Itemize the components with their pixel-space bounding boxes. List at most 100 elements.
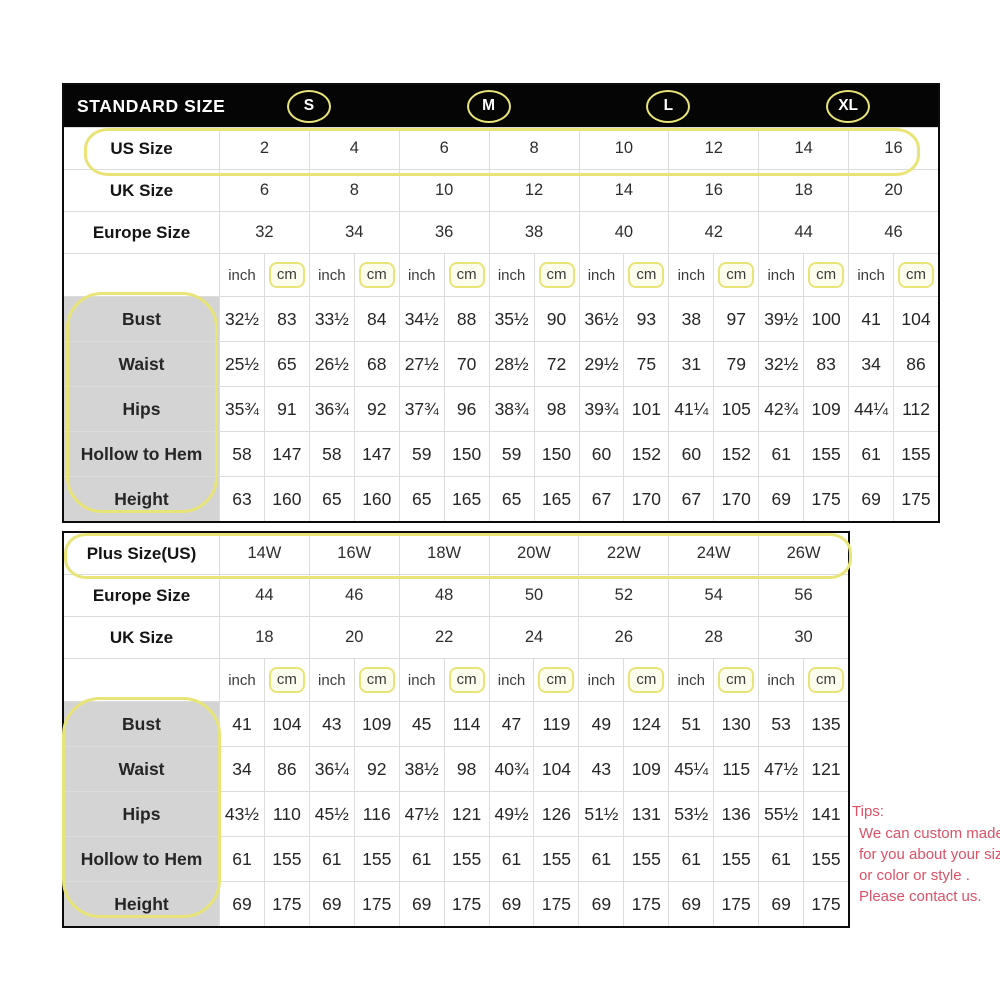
inch-unit-label: inch [308, 659, 354, 701]
measurement-value-cell: 75 [623, 342, 668, 386]
inch-unit-label: inch [308, 254, 354, 296]
measurement-row: Waist 34 86 36¼ 92 38½ 98 40¾ 104 43 109 45¼ 115 47½ 1… [64, 746, 848, 791]
tips-lines: We can custom made for you about your siz… [852, 823, 1000, 907]
inch-unit-label: inch [848, 254, 893, 296]
measurement-value-cell: 155 [803, 837, 848, 881]
measurement-label: Hollow to Hem [64, 837, 219, 881]
measurement-value-cell: 97 [713, 297, 758, 341]
size-value-cell: 42 [668, 212, 758, 253]
measurement-value-cell: 92 [353, 747, 399, 791]
tips-line: or color or style . [859, 867, 970, 884]
cm-highlight-box: cm [268, 667, 305, 693]
size-conversion-row: UK Size 18 20 22 24 26 28 30 [64, 616, 848, 658]
measurement-value-cell: 105 [713, 387, 758, 431]
measurement-value-cell: 32½ [758, 342, 803, 386]
measurement-value-cell: 69 [758, 882, 803, 926]
size-value-cell: 48 [398, 575, 489, 616]
measurement-value-cell: 58 [219, 432, 264, 476]
cm-highlight-box: cm [718, 262, 755, 288]
size-value-cell: 16W [308, 533, 399, 574]
measurement-value-cell: 150 [533, 432, 579, 476]
measurement-value-cell: 43 [578, 747, 623, 791]
size-conversion-row: US Size 2 4 6 8 10 12 14 16 [64, 127, 938, 169]
measurement-value-cell: 126 [533, 792, 578, 836]
measurement-value-cell: 175 [443, 882, 489, 926]
measurement-value-cell: 165 [443, 477, 489, 521]
cm-unit-label: cm [533, 254, 579, 296]
measurement-value-cell: 61 [668, 837, 713, 881]
inch-unit-label: inch [578, 659, 623, 701]
measurement-value-cell: 69 [668, 882, 713, 926]
measurement-value-cell: 63 [219, 477, 264, 521]
measurement-value-cell: 147 [263, 432, 309, 476]
measurement-value-cell: 25½ [219, 342, 264, 386]
cm-highlight-box: cm [808, 667, 845, 693]
measurement-value-cell: 67 [578, 477, 624, 521]
measurement-value-cell: 101 [623, 387, 668, 431]
measurement-value-cell: 131 [623, 792, 668, 836]
measurement-value-cell: 65 [488, 477, 534, 521]
measurement-value-cell: 91 [263, 387, 309, 431]
measurement-value-cell: 130 [713, 702, 758, 746]
measurement-value-cell: 69 [848, 477, 893, 521]
inch-unit-label: inch [668, 659, 713, 701]
size-value-cell: 26 [578, 617, 668, 658]
measurement-value-cell: 141 [803, 792, 848, 836]
size-value-cell: 44 [758, 212, 848, 253]
measurement-value-cell: 86 [893, 342, 938, 386]
measurement-value-cell: 47½ [398, 792, 444, 836]
measurement-label: Hips [64, 387, 219, 431]
measurement-label: Hollow to Hem [64, 432, 219, 476]
measurement-value-cell: 61 [848, 432, 893, 476]
measurement-value-cell: 136 [713, 792, 758, 836]
empty-corner-cell [64, 254, 219, 296]
size-value-cell: 2 [219, 128, 309, 169]
size-value-cell: 46 [308, 575, 399, 616]
cm-highlight-box: cm [268, 262, 305, 288]
custom-made-tips-note: Tips: We can custom made for you about yo… [852, 801, 1000, 907]
measurement-value-cell: 90 [533, 297, 579, 341]
size-value-cell: 12 [488, 170, 579, 211]
measurement-value-cell: 109 [353, 702, 399, 746]
measurement-value-cell: 98 [533, 387, 579, 431]
measurement-value-cell: 34½ [398, 297, 444, 341]
measurement-value-cell: 39½ [758, 297, 803, 341]
size-value-cell: 28 [668, 617, 758, 658]
measurement-value-cell: 69 [758, 477, 803, 521]
measurement-value-cell: 121 [803, 747, 848, 791]
measurement-value-cell: 43 [308, 702, 354, 746]
size-group-circled-label: XL [826, 89, 871, 123]
cm-highlight-box: cm [718, 667, 755, 693]
size-group-circled-label: L [646, 89, 691, 123]
measurement-value-cell: 155 [443, 837, 489, 881]
plus-size-table: Plus Size(US) 14W 16W 18W 20W 22W 24W 26W Europe… [62, 531, 850, 928]
measurement-value-cell: 175 [533, 882, 578, 926]
measurement-value-cell: 155 [713, 837, 758, 881]
measurement-value-cell: 86 [263, 747, 309, 791]
size-value-cell: 56 [758, 575, 848, 616]
measurement-row: Bust 32½ 83 33½ 84 34½ 88 35½ 90 36½ 93 38 97 39½ 100 4… [64, 296, 938, 341]
size-value-cell: 4 [308, 128, 399, 169]
size-value-cell: 18W [398, 533, 489, 574]
measurement-value-cell: 51½ [578, 792, 623, 836]
measurement-value-cell: 31 [668, 342, 713, 386]
measurement-row: Waist 25½ 65 26½ 68 27½ 70 28½ 72 29½ 75 31 79 32½ 83 3… [64, 341, 938, 386]
cm-highlight-box: cm [898, 262, 935, 288]
measurement-value-cell: 175 [803, 882, 848, 926]
measurement-label: Bust [64, 297, 219, 341]
measurement-value-cell: 36¼ [308, 747, 354, 791]
measurement-value-cell: 84 [353, 297, 399, 341]
measurement-value-cell: 175 [713, 882, 758, 926]
measurement-value-cell: 53 [758, 702, 803, 746]
measurement-value-cell: 35¾ [219, 387, 264, 431]
measurement-value-cell: 88 [443, 297, 489, 341]
inch-unit-label: inch [398, 659, 444, 701]
size-value-cell: 14W [219, 533, 309, 574]
cm-unit-label: cm [713, 659, 758, 701]
standard-size-banner: STANDARD SIZE S M L XL [64, 85, 938, 127]
measurement-value-cell: 175 [623, 882, 668, 926]
measurement-value-cell: 49 [578, 702, 623, 746]
empty-corner-cell [64, 659, 219, 701]
cm-unit-label: cm [263, 659, 309, 701]
measurement-value-cell: 37¾ [398, 387, 444, 431]
